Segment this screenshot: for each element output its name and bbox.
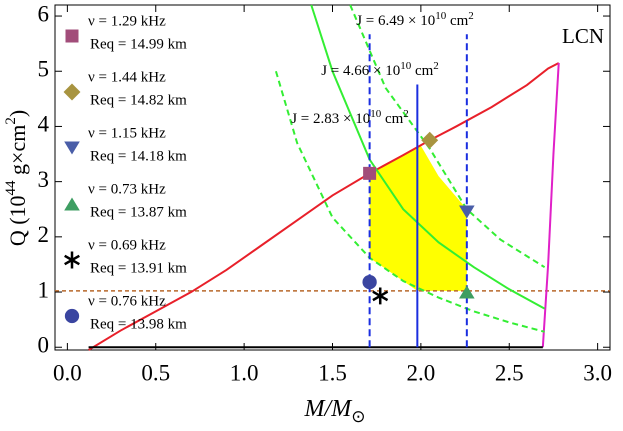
j-label: J = 4.66 × 1010 cm2: [321, 60, 439, 80]
legend-req: Req = 14.82 km: [90, 92, 187, 108]
y-tick-label: 3: [38, 167, 50, 192]
annotation: LCN: [562, 24, 604, 48]
legend-nu: ν = 0.73 kHz: [88, 181, 166, 197]
marker: [362, 274, 377, 290]
j-label-base: J = 4.66 × 10: [321, 63, 400, 79]
curve: [274, 70, 545, 333]
legend-nu: ν = 0.76 kHz: [88, 293, 166, 309]
j-label-base: J = 6.49 × 10: [356, 13, 435, 29]
j-label-unit-exp: 2: [403, 108, 409, 120]
y-axis-label-unit-exp: 2: [3, 117, 19, 125]
y-tick-label: 4: [38, 112, 50, 137]
y-tick-label: 2: [38, 222, 50, 247]
y-axis-label-unit: g×cm: [5, 125, 30, 181]
legend-marker: [63, 83, 81, 101]
y-tick-label: 1: [38, 277, 50, 302]
x-tick-label: 2.0: [407, 360, 436, 385]
x-tick-label: 3.0: [583, 360, 612, 385]
y-tick-label: 6: [38, 1, 50, 26]
y-tick-label: 5: [38, 57, 50, 82]
legend-req: Req = 14.99 km: [90, 36, 187, 52]
marker: [421, 131, 439, 149]
j-label: J = 6.49 × 1010 cm2: [356, 10, 474, 30]
x-tick-label: 1.5: [318, 360, 347, 385]
j-label: J = 2.83 × 1010 cm2: [291, 108, 409, 128]
x-tick-label: 0.0: [53, 360, 82, 385]
marker: [459, 285, 475, 299]
marker: [372, 287, 389, 305]
j-label-base: J = 2.83 × 10: [291, 111, 370, 127]
legend-req: Req = 13.87 km: [90, 204, 187, 220]
legend-marker: [64, 251, 80, 269]
legend-marker: [65, 29, 79, 43]
y-tick-label: 0: [38, 333, 50, 358]
x-axis-label-sub: ⊙: [351, 407, 365, 426]
x-tick-label: 2.5: [495, 360, 524, 385]
legend-req: Req = 13.98 km: [90, 316, 187, 332]
x-axis-label: M/M⊙: [304, 396, 366, 426]
legend-nu: ν = 1.44 kHz: [88, 69, 166, 85]
j-label-unit: cm: [446, 13, 468, 29]
x-tick-label: 1.0: [230, 360, 259, 385]
j-label-unit: cm: [411, 63, 433, 79]
legend-nu: ν = 1.15 kHz: [88, 125, 166, 141]
legend-nu: ν = 1.29 kHz: [88, 13, 166, 29]
marker: [459, 205, 475, 219]
legend-marker: [64, 308, 80, 324]
legend-req: Req = 14.18 km: [90, 148, 187, 164]
y-axis-label: Q (1044 g×cm2): [3, 110, 30, 246]
legend-marker: [64, 141, 80, 155]
y-axis-label-exp: 44: [3, 180, 19, 196]
curve: [310, 4, 546, 310]
y-axis-label-close: ): [5, 110, 30, 117]
j-label-unit-exp: 2: [468, 10, 474, 22]
marker: [363, 166, 377, 180]
j-label-exp: 10: [435, 10, 447, 22]
j-label-unit-exp: 2: [433, 60, 439, 72]
curve: [349, 4, 546, 269]
x-axis-label-main: M/M: [304, 396, 354, 422]
x-tick-label: 0.5: [141, 360, 170, 385]
legend-nu: ν = 0.69 kHz: [88, 237, 166, 253]
y-axis-label-main: Q (10: [5, 195, 30, 246]
legend-req: Req = 13.91 km: [90, 260, 187, 276]
curve: [88, 62, 560, 351]
j-label-exp: 10: [370, 108, 382, 120]
j-label-exp: 10: [400, 60, 412, 72]
legend-marker: [64, 197, 80, 211]
curve: [541, 62, 560, 348]
j-label-unit: cm: [381, 111, 403, 127]
